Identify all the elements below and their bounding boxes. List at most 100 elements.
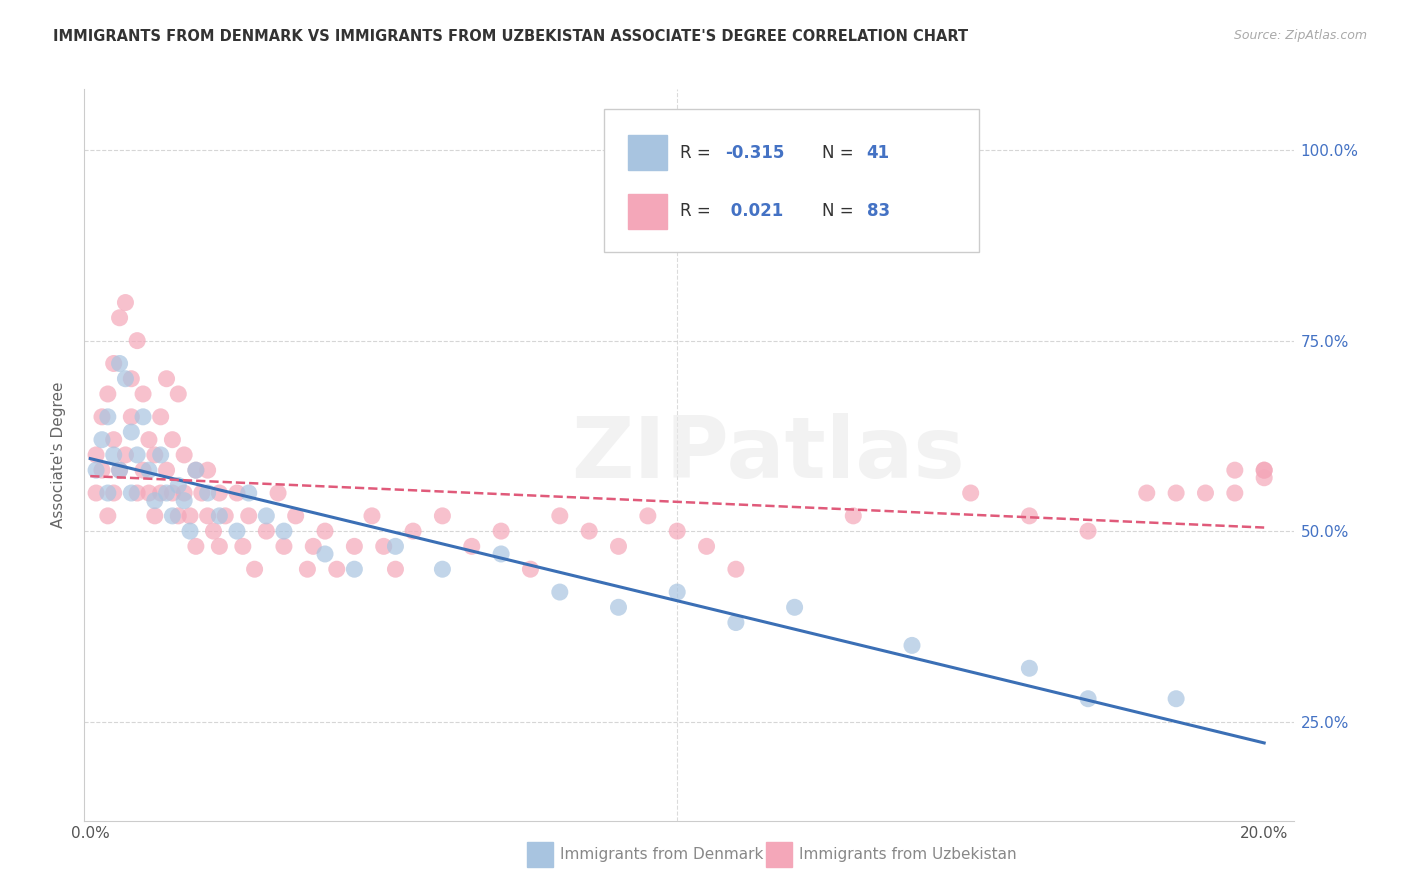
Point <box>149 409 172 424</box>
Text: R =: R = <box>681 144 717 161</box>
Point <box>238 486 260 500</box>
Point <box>901 639 924 653</box>
Point <box>607 600 630 615</box>
Point <box>190 486 212 500</box>
Point <box>197 463 219 477</box>
Point <box>783 600 806 615</box>
Point <box>97 409 120 424</box>
Point <box>173 486 195 500</box>
Point <box>167 478 190 492</box>
Point <box>208 508 231 523</box>
Point <box>519 562 541 576</box>
Point <box>1018 508 1040 523</box>
Point <box>226 486 249 500</box>
Point <box>179 508 201 523</box>
Point <box>108 357 131 371</box>
Point <box>108 463 131 477</box>
Text: Source: ZipAtlas.com: Source: ZipAtlas.com <box>1233 29 1367 42</box>
Point <box>238 508 260 523</box>
Point <box>184 463 207 477</box>
Point <box>326 562 349 576</box>
Point <box>132 463 155 477</box>
Point <box>267 486 290 500</box>
Point <box>143 508 166 523</box>
Point <box>1194 486 1216 500</box>
Point <box>202 524 225 538</box>
Bar <box>628 136 668 170</box>
Text: N =: N = <box>823 202 859 220</box>
FancyBboxPatch shape <box>605 109 979 252</box>
Point <box>273 524 295 538</box>
Point <box>842 508 865 523</box>
Point <box>314 547 336 561</box>
Point <box>143 493 166 508</box>
Point <box>384 562 406 576</box>
Point <box>138 463 160 477</box>
Point <box>1253 463 1275 477</box>
Text: 83: 83 <box>866 202 890 220</box>
Point <box>432 562 454 576</box>
Text: 0.021: 0.021 <box>725 202 783 220</box>
Point <box>120 425 142 439</box>
Point <box>138 486 160 500</box>
Point <box>343 562 366 576</box>
Point <box>138 433 160 447</box>
Point <box>724 615 747 630</box>
Text: -0.315: -0.315 <box>725 144 785 161</box>
Point <box>1166 486 1188 500</box>
Point <box>373 539 395 553</box>
Point <box>162 433 184 447</box>
Point <box>127 486 149 500</box>
Point <box>1018 661 1040 675</box>
Point <box>343 539 366 553</box>
Point <box>91 463 114 477</box>
Point <box>173 448 195 462</box>
Point <box>1253 463 1275 477</box>
Point <box>1253 471 1275 485</box>
Point <box>302 539 325 553</box>
Point <box>132 387 155 401</box>
Point <box>214 508 236 523</box>
Point <box>384 539 406 553</box>
Point <box>179 524 201 538</box>
Point <box>127 334 149 348</box>
Point <box>114 295 136 310</box>
Point <box>184 463 207 477</box>
Point <box>254 524 277 538</box>
Point <box>103 433 125 447</box>
Point <box>432 508 454 523</box>
Point <box>162 508 184 523</box>
Point <box>162 486 184 500</box>
Y-axis label: Associate's Degree: Associate's Degree <box>51 382 66 528</box>
Point <box>167 387 190 401</box>
Point <box>120 486 142 500</box>
Point <box>114 448 136 462</box>
Bar <box>628 194 668 229</box>
Point <box>226 524 249 538</box>
Text: ZIPatlas: ZIPatlas <box>571 413 965 497</box>
Text: R =: R = <box>681 202 717 220</box>
Point <box>155 486 177 500</box>
Point <box>666 524 689 538</box>
Point <box>578 524 600 538</box>
Point <box>666 585 689 599</box>
Point <box>108 463 131 477</box>
Point <box>1136 486 1159 500</box>
Point <box>97 486 120 500</box>
Point <box>548 585 571 599</box>
Point <box>637 508 659 523</box>
Point <box>243 562 266 576</box>
Text: Immigrants from Uzbekistan: Immigrants from Uzbekistan <box>799 847 1017 862</box>
Point <box>103 486 125 500</box>
Point <box>959 486 981 500</box>
Point <box>489 547 512 561</box>
Point <box>108 310 131 325</box>
Text: IMMIGRANTS FROM DENMARK VS IMMIGRANTS FROM UZBEKISTAN ASSOCIATE'S DEGREE CORRELA: IMMIGRANTS FROM DENMARK VS IMMIGRANTS FR… <box>53 29 969 44</box>
Point <box>149 486 172 500</box>
Point <box>149 448 172 462</box>
Point <box>361 508 384 523</box>
Point <box>548 508 571 523</box>
Point <box>91 433 114 447</box>
Point <box>232 539 254 553</box>
Text: N =: N = <box>823 144 859 161</box>
